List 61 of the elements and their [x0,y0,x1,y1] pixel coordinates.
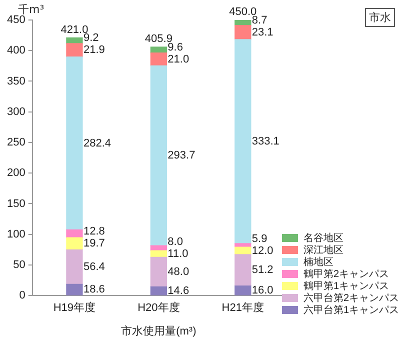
bar [234,243,252,248]
bar [234,25,252,40]
text: 333.1 [252,136,280,148]
y-tick-label: 200 [6,167,26,180]
text: 16.0 [252,284,274,296]
y-tick-label: 0 [19,290,26,302]
bar [66,56,83,230]
y-tick-label: 50 [13,259,26,272]
text: 8.7 [252,14,268,26]
legend-label: 六甲台第1キャンパス [303,304,399,317]
legend-label: 鶴甲第1キャンパス [303,280,389,292]
text: 9.6 [168,41,183,54]
bar [234,254,252,286]
bar [234,285,252,296]
bar [66,249,83,285]
text: 11.0 [168,248,188,260]
text: 21.0 [168,53,190,66]
bar [150,286,168,296]
text: 市水 [365,8,395,27]
legend-label: 楠地区 [303,256,334,269]
text: 18.6 [83,284,105,296]
text: 23.1 [252,26,274,38]
bar [66,43,83,58]
text: 14.6 [168,284,190,297]
text: 8.0 [168,236,183,248]
y-tick-label: 450 [6,14,26,26]
legend-label: 深江地区 [303,244,344,256]
text: 12.8 [83,226,105,238]
bar [66,237,83,250]
bar [150,250,168,258]
text: 12.0 [252,244,274,257]
y-tick-label: 400 [6,44,26,57]
text: 293.7 [168,150,196,162]
x-axis-title: 市水使用量(m³) [121,324,196,338]
bar [150,256,168,287]
text: 21.9 [83,44,105,56]
legend-label: 名谷地区 [303,232,344,244]
bar [150,65,168,246]
y-tick-label: 250 [6,136,26,149]
text: 19.7 [83,238,105,250]
y-tick-label: 350 [6,75,26,88]
text: 282.4 [83,137,111,150]
bar [234,39,252,244]
bar [66,229,83,238]
legend-label: 鶴甲第2キャンパス [303,268,389,281]
x-tick-label: H19年度 [53,301,96,314]
y-tick-label: 300 [6,106,26,118]
text: 9.2 [83,32,99,44]
x-tick-label: H20年度 [138,301,180,314]
legend-label: 六甲台第2キャンパス [303,292,399,304]
bar [150,46,168,54]
y-tick-label: 150 [6,198,26,210]
text: 51.2 [252,264,274,276]
bar [66,284,83,296]
x-tick-label: H21年度 [222,301,264,314]
text: 56.4 [83,260,105,273]
y-tick-label: 100 [6,228,26,240]
bar [150,52,168,66]
text: 48.0 [168,266,190,278]
text: 5.9 [252,232,268,245]
y-axis-title: 千m³ [18,2,44,16]
